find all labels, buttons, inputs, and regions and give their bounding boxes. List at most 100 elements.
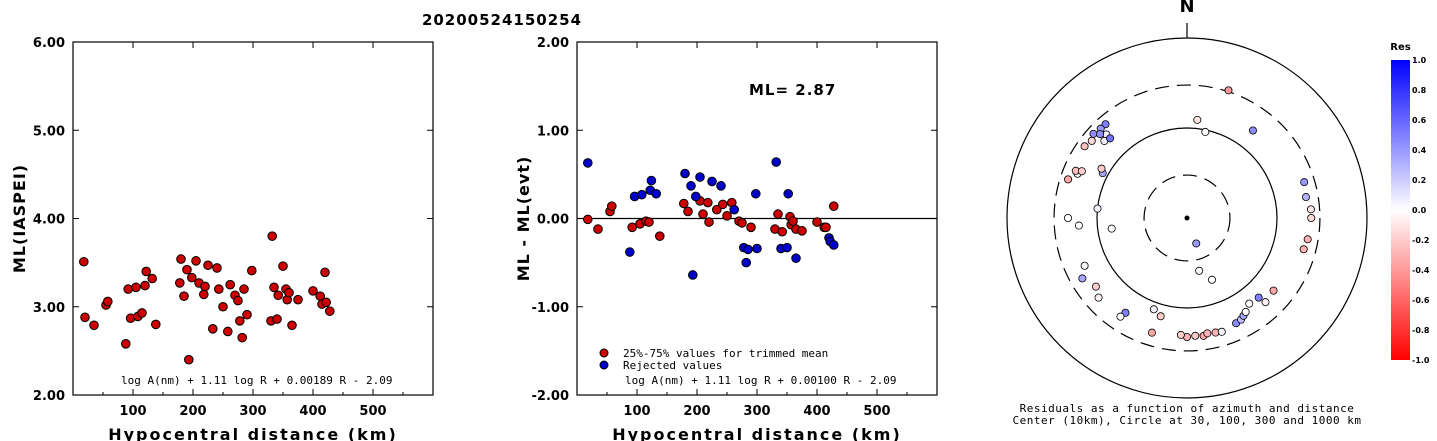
y-tick-label: 4.00 <box>33 213 65 228</box>
station-point <box>1093 204 1102 213</box>
data-point <box>242 309 252 320</box>
data-point <box>184 354 194 365</box>
data-point <box>680 168 690 179</box>
data-point <box>679 198 689 209</box>
data-point <box>267 231 278 241</box>
legend-label: Rejected values <box>623 359 722 372</box>
azimuth-plot: N Residuals as a function of azimuth and … <box>1006 0 1368 427</box>
data-point <box>141 266 151 277</box>
data-point <box>325 306 335 316</box>
colorbar-tick-label: 0.6 <box>1412 116 1427 125</box>
data-point <box>131 282 141 293</box>
data-point <box>646 175 657 186</box>
station-point <box>1193 115 1202 124</box>
distance-circle <box>1053 84 1321 352</box>
data-point <box>771 157 782 167</box>
x-tick-label: 500 <box>359 404 386 419</box>
station-point <box>1149 305 1158 314</box>
station-point <box>1261 298 1270 307</box>
data-point <box>746 222 756 233</box>
colorbar-tick-label: -0.4 <box>1412 266 1430 275</box>
data-point <box>741 257 752 268</box>
station-point <box>1116 312 1125 321</box>
data-point <box>791 253 801 264</box>
data-point <box>707 176 717 187</box>
station-point <box>1078 274 1087 283</box>
residual-plot: 100 200 300 400 500 -2.00 -1.00 0.00 1.00 2.00 Hyp… <box>514 36 938 441</box>
data-point <box>782 242 792 253</box>
station-point <box>1303 235 1312 244</box>
y-axis-label: ML(IASPEI) <box>10 164 29 273</box>
y-tick-label: 2.00 <box>33 389 65 404</box>
data-point <box>698 209 708 219</box>
colorbar-tick-label: -1.0 <box>1412 356 1430 365</box>
data-point <box>272 314 282 324</box>
x-axis-label: Hypocentral distance (km) <box>612 425 902 441</box>
data-point <box>627 222 638 233</box>
station-point <box>1201 127 1210 136</box>
station-point <box>1217 327 1226 336</box>
x-tick-label: 200 <box>179 404 206 419</box>
data-point <box>737 218 747 228</box>
data-point <box>214 284 224 294</box>
data-point <box>777 226 788 237</box>
station-point <box>1254 293 1263 302</box>
station-point <box>1097 164 1106 173</box>
station-point <box>1156 312 1165 321</box>
data-point <box>151 319 161 330</box>
data-point <box>203 260 213 271</box>
north-label: N <box>1179 0 1194 17</box>
data-point <box>199 289 209 300</box>
data-point <box>200 281 210 292</box>
y-tick-label: 2.00 <box>537 36 569 51</box>
colorbar-title: Res <box>1390 42 1410 53</box>
y-tick-label: -1.00 <box>532 301 569 316</box>
x-tick-label: 100 <box>623 404 650 419</box>
colorbar-tick-label: -0.2 <box>1412 236 1430 245</box>
data-point <box>233 295 243 306</box>
data-point <box>147 273 157 284</box>
station-point <box>1191 331 1200 340</box>
station-point <box>1192 239 1201 248</box>
station-point <box>1080 261 1089 270</box>
data-point <box>829 201 839 211</box>
data-point <box>225 279 235 290</box>
y-tick-label: 1.00 <box>537 124 569 139</box>
formula-text: log A(nm) + 1.11 log R + 0.00189 R - 2.0… <box>121 374 393 387</box>
station-point <box>1064 175 1073 184</box>
data-point <box>712 204 722 215</box>
caption-line-2: Center (10km), Circle at 30, 100, 300 an… <box>1012 414 1361 427</box>
station-point <box>1091 282 1100 291</box>
station-point <box>1080 142 1089 151</box>
data-point <box>743 244 753 255</box>
colorbar-tick-label: 0.0 <box>1412 206 1427 215</box>
station-point <box>1195 266 1204 275</box>
x-tick-label: 500 <box>863 404 890 419</box>
legend-marker <box>599 360 609 370</box>
y-tick-label: 5.00 <box>33 124 65 139</box>
colorbar-tick-label: 0.2 <box>1412 176 1426 185</box>
y-tick-label: 0.00 <box>537 213 569 228</box>
formula-text: log A(nm) + 1.11 log R + 0.00100 R - 2.0… <box>625 374 897 387</box>
data-point <box>191 256 201 266</box>
x-axis-label: Hypocentral distance (km) <box>108 425 398 441</box>
station-point <box>1248 126 1257 135</box>
station-point <box>1299 245 1308 254</box>
data-point <box>829 240 839 250</box>
colorbar-tick-label: 0.4 <box>1412 146 1427 155</box>
data-point <box>103 296 113 307</box>
station-point <box>1106 134 1115 143</box>
y-axis-label: ML - ML(evt) <box>514 156 533 282</box>
station-point <box>1074 221 1083 230</box>
data-point <box>593 224 603 234</box>
station-point <box>1077 167 1086 176</box>
data-point <box>79 256 89 267</box>
data-point <box>637 189 647 200</box>
station-point <box>1306 205 1315 214</box>
colorbar-tick-label: 0.8 <box>1412 86 1427 95</box>
data-point <box>269 282 279 293</box>
data-point <box>686 181 696 191</box>
data-point <box>788 216 798 226</box>
